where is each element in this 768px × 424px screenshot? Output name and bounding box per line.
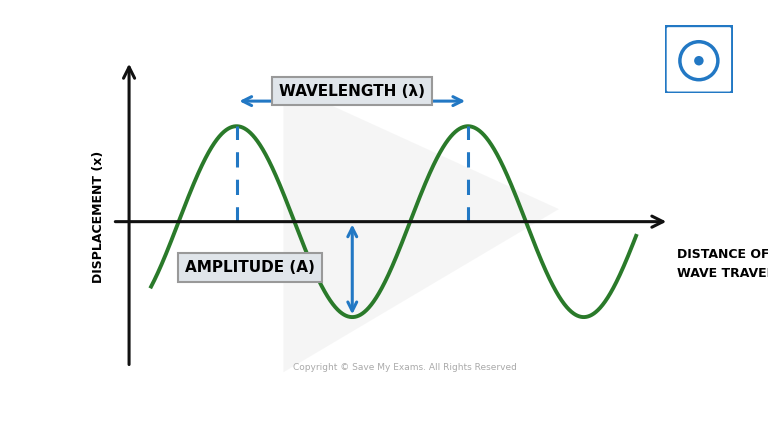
Text: DISTANCE OF
WAVE TRAVEL: DISTANCE OF WAVE TRAVEL xyxy=(677,248,768,280)
Text: AMPLITUDE (A): AMPLITUDE (A) xyxy=(185,260,315,275)
Polygon shape xyxy=(283,84,559,372)
Text: WAVELENGTH (λ): WAVELENGTH (λ) xyxy=(280,84,425,99)
FancyBboxPatch shape xyxy=(665,25,733,93)
Circle shape xyxy=(694,56,703,65)
Text: DISPLACEMENT (x): DISPLACEMENT (x) xyxy=(92,151,105,283)
Text: Copyright © Save My Exams. All Rights Reserved: Copyright © Save My Exams. All Rights Re… xyxy=(293,363,517,372)
